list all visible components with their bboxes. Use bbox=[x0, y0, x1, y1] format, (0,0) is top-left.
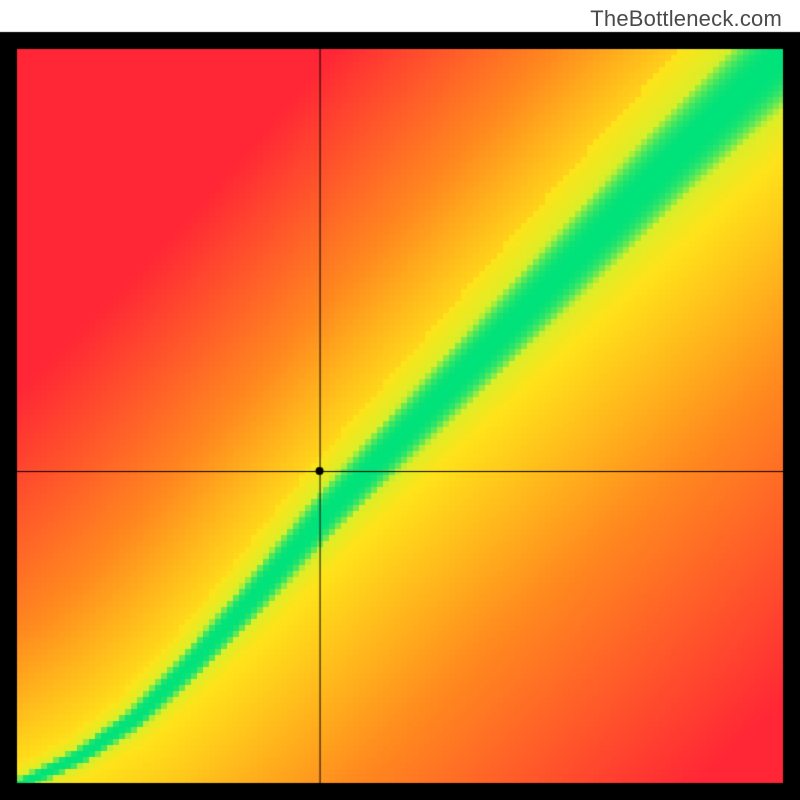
bottleneck-heatmap bbox=[0, 0, 800, 800]
chart-container: TheBottleneck.com bbox=[0, 0, 800, 800]
watermark-text: TheBottleneck.com bbox=[590, 6, 782, 32]
